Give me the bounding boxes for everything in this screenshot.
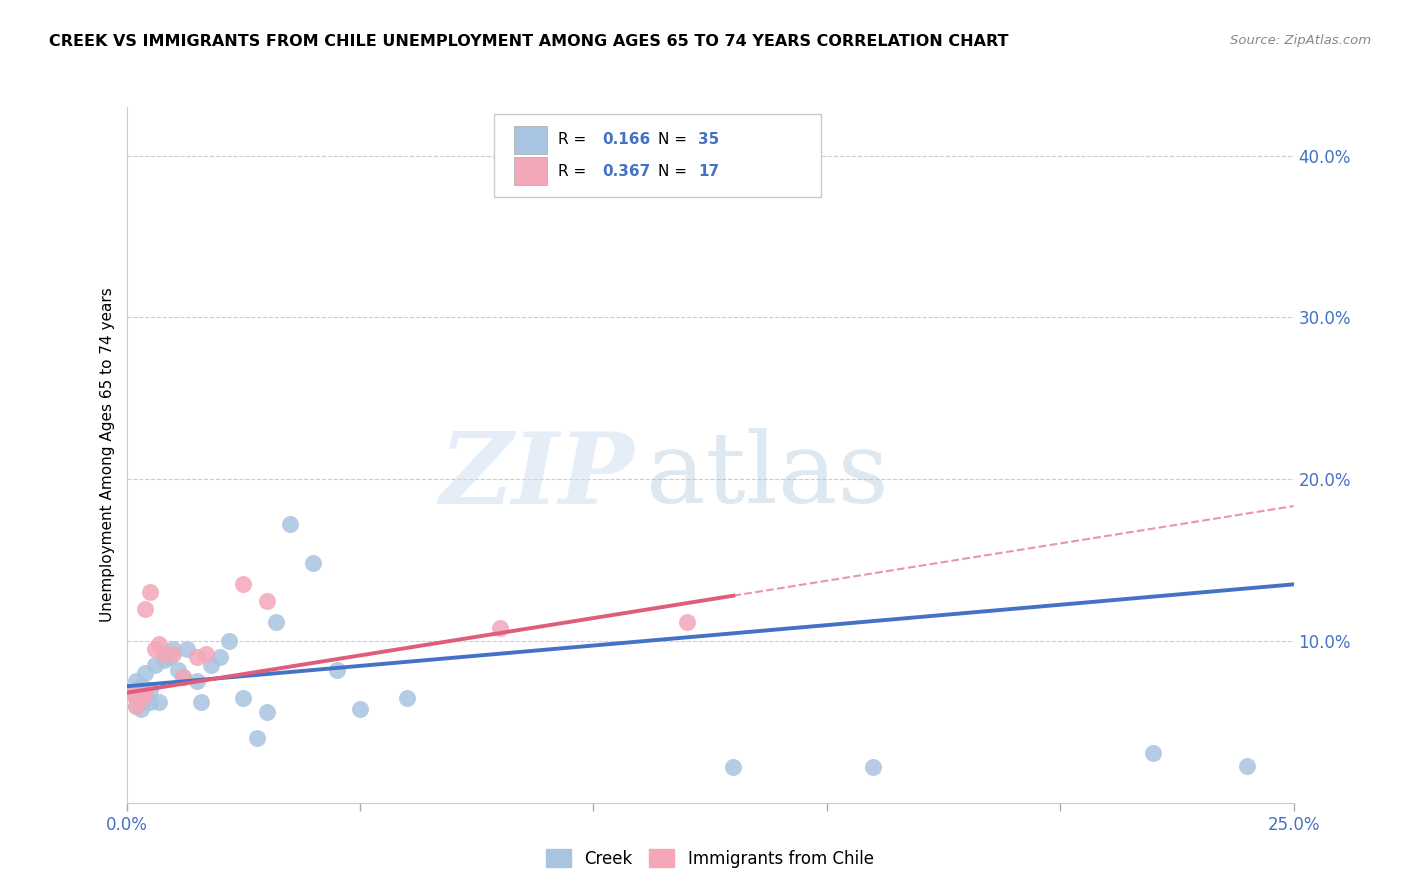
- Text: R =: R =: [558, 132, 592, 147]
- Point: [143, 658, 166, 673]
- Point: [148, 696, 170, 710]
- Point: [194, 647, 217, 661]
- Point: [153, 647, 176, 661]
- Point: [256, 593, 278, 607]
- Point: [246, 731, 269, 745]
- Point: [139, 585, 162, 599]
- Point: [349, 702, 371, 716]
- Point: [162, 642, 184, 657]
- Point: [256, 705, 278, 719]
- Point: [162, 647, 184, 661]
- Point: [278, 517, 301, 532]
- Point: [157, 650, 180, 665]
- Point: [176, 642, 198, 657]
- Point: [218, 634, 240, 648]
- Point: [134, 666, 156, 681]
- Point: [120, 686, 142, 700]
- Y-axis label: Unemployment Among Ages 65 to 74 years: Unemployment Among Ages 65 to 74 years: [100, 287, 115, 623]
- Point: [325, 663, 347, 677]
- Point: [723, 760, 745, 774]
- Text: 0.367: 0.367: [603, 163, 651, 178]
- Point: [120, 686, 142, 700]
- Point: [1236, 758, 1258, 772]
- Point: [139, 682, 162, 697]
- Point: [489, 621, 512, 635]
- Point: [139, 696, 162, 710]
- Point: [232, 577, 254, 591]
- Text: ZIP: ZIP: [439, 427, 634, 524]
- Point: [153, 653, 176, 667]
- Point: [172, 670, 194, 684]
- Text: Source: ZipAtlas.com: Source: ZipAtlas.com: [1230, 34, 1371, 47]
- Point: [134, 601, 156, 615]
- Point: [125, 674, 148, 689]
- Text: 17: 17: [699, 163, 720, 178]
- Text: atlas: atlas: [645, 428, 889, 524]
- Point: [172, 670, 194, 684]
- Bar: [515, 126, 547, 153]
- Point: [232, 690, 254, 705]
- Text: 0.166: 0.166: [603, 132, 651, 147]
- Point: [134, 686, 156, 700]
- Point: [200, 658, 222, 673]
- Point: [1142, 746, 1164, 760]
- Point: [264, 615, 287, 629]
- Point: [134, 690, 156, 705]
- Point: [148, 637, 170, 651]
- Text: N =: N =: [658, 163, 692, 178]
- Text: CREEK VS IMMIGRANTS FROM CHILE UNEMPLOYMENT AMONG AGES 65 TO 74 YEARS CORRELATIO: CREEK VS IMMIGRANTS FROM CHILE UNEMPLOYM…: [49, 34, 1008, 49]
- Point: [862, 760, 884, 774]
- Point: [302, 557, 325, 571]
- Point: [186, 674, 208, 689]
- Point: [129, 690, 152, 705]
- Point: [129, 679, 152, 693]
- Point: [675, 615, 697, 629]
- Point: [129, 702, 152, 716]
- Point: [395, 690, 418, 705]
- Point: [125, 698, 148, 713]
- Bar: [515, 157, 547, 185]
- Point: [186, 650, 208, 665]
- Text: N =: N =: [658, 132, 692, 147]
- Legend: Creek, Immigrants from Chile: Creek, Immigrants from Chile: [540, 842, 880, 874]
- Text: R =: R =: [558, 163, 592, 178]
- Text: 35: 35: [699, 132, 720, 147]
- Point: [190, 696, 212, 710]
- Point: [143, 642, 166, 657]
- Point: [208, 650, 231, 665]
- Point: [125, 698, 148, 713]
- Point: [167, 663, 190, 677]
- FancyBboxPatch shape: [494, 114, 821, 197]
